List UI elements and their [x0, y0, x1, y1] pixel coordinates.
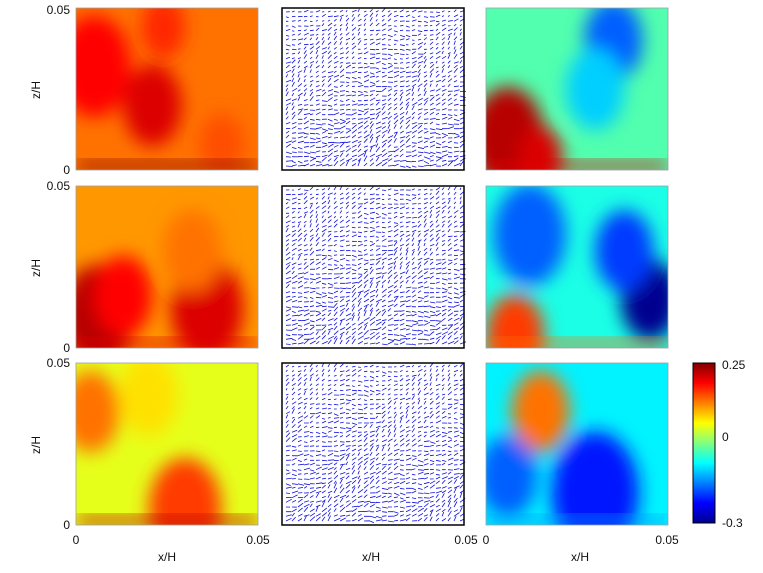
- field-feature-2: [551, 431, 639, 525]
- panel-grid: [75, 7, 669, 526]
- colorbar: [692, 362, 716, 524]
- field-feature-0: [76, 370, 120, 453]
- panel-r1c1: [75, 7, 259, 171]
- row2-ytick-top: 0.05: [47, 179, 71, 193]
- panel-frame: [485, 7, 669, 171]
- field-feature-2: [141, 8, 186, 59]
- panel-frame: [75, 185, 259, 349]
- row3-ylabel: z/H: [29, 436, 43, 454]
- colorbar-tick-min: -0.3: [722, 516, 743, 530]
- col3-xlabel: x/H: [571, 550, 589, 564]
- field-feature-0: [486, 294, 545, 348]
- colorbar-tick-zero: 0: [722, 430, 729, 444]
- field-feature-3: [566, 48, 625, 130]
- panel-r3c2: [281, 362, 466, 526]
- near-wall-band: [76, 517, 258, 525]
- col3-xtick-right: 0.05: [655, 533, 679, 547]
- panel-frame: [75, 362, 259, 526]
- row3-ytick-bottom: 0: [63, 518, 70, 532]
- panel-frame: [485, 185, 669, 349]
- panel-frame: [281, 362, 465, 526]
- panel-frame: [281, 7, 465, 171]
- near-wall-band: [76, 162, 258, 170]
- vector-field: [285, 185, 467, 346]
- col1-xtick-right: 0.05: [246, 533, 270, 547]
- vector-field: [285, 7, 467, 169]
- panel-r1c2: [281, 7, 467, 171]
- col1-xtick-left: 0: [73, 533, 80, 547]
- panel-r3c1: [75, 362, 259, 526]
- colorbar-tick-max: 0.25: [722, 358, 746, 372]
- panel-frame: [75, 7, 259, 171]
- field-feature-2: [148, 457, 222, 525]
- velocity-vectors: [285, 185, 467, 346]
- near-wall-band: [76, 340, 258, 348]
- field-feature-3: [199, 113, 244, 170]
- col2-xtick-right: 0.05: [454, 533, 478, 547]
- row2-ylabel: z/H: [29, 259, 43, 277]
- row2-ytick-bottom: 0: [63, 341, 70, 355]
- vector-panel-background: [282, 186, 464, 348]
- field-feature-3: [486, 435, 537, 518]
- panel-frame: [485, 362, 669, 526]
- vector-field: [285, 363, 466, 524]
- field-feature-1: [123, 64, 182, 146]
- col3-xtick-left: 0: [483, 533, 490, 547]
- row3-ytick-top: 0.05: [47, 356, 71, 370]
- panel-frame: [281, 185, 465, 349]
- panel-r2c2: [281, 185, 467, 349]
- row1-ytick-bottom: 0: [63, 163, 70, 177]
- field-feature-1: [518, 126, 563, 170]
- field-feature-1: [94, 255, 153, 337]
- panel-r2c1: [75, 185, 259, 349]
- field-feature-1: [119, 363, 178, 437]
- panel-r1c3: [485, 7, 669, 171]
- near-wall-band: [486, 340, 668, 348]
- near-wall-band: [486, 517, 668, 525]
- field-feature-2: [595, 210, 654, 292]
- velocity-vectors: [285, 363, 466, 524]
- velocity-vectors: [285, 7, 467, 169]
- panel-r2c3: [485, 185, 669, 349]
- panel-r3c3: [485, 362, 669, 526]
- near-wall-band: [486, 162, 668, 170]
- field-feature-3: [163, 210, 222, 292]
- col1-xlabel: x/H: [158, 550, 176, 564]
- field-feature-3: [493, 186, 567, 286]
- row1-ylabel: z/H: [29, 81, 43, 99]
- row1-ytick-top: 0.05: [47, 3, 71, 17]
- field-feature-0: [76, 15, 131, 118]
- col2-xlabel: x/H: [362, 550, 380, 564]
- field-feature-1: [511, 370, 570, 453]
